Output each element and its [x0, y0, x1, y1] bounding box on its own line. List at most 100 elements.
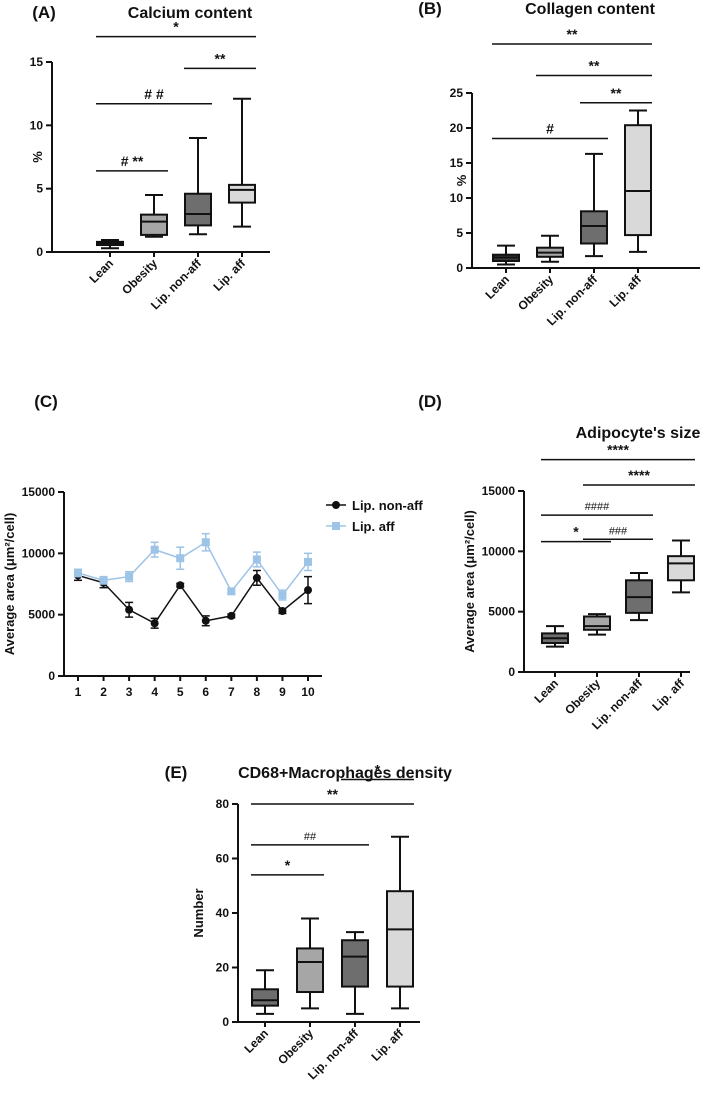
panel-label-E: (E) [165, 763, 188, 782]
data-point-C-lip-non-aff [201, 616, 210, 625]
significance-label-E-2: ## [304, 831, 317, 843]
x-tick-label-D-lip-aff: Lip. aff [649, 676, 687, 714]
y-tick-label-A: 15 [30, 55, 44, 69]
x-tick-label-E-obesity: Obesity [275, 1026, 316, 1067]
data-point-C-lip-aff [227, 587, 236, 596]
legend-marker-C-lip-non-aff [332, 501, 340, 509]
x-tick-label-B-obesity: Obesity [515, 272, 556, 313]
significance-label-D-2: #### [585, 501, 610, 513]
x-tick-label-C: 8 [254, 685, 261, 699]
x-tick-label-C: 10 [301, 685, 315, 699]
y-axis-label-A: % [30, 151, 45, 163]
data-point-C-lip-aff [176, 554, 185, 563]
y-axis-label-B: % [454, 174, 469, 186]
legend-label-C-lip-aff: Lip. aff [352, 519, 395, 534]
significance-label-E-1: ** [327, 786, 338, 802]
x-tick-label-D-lean: Lean [531, 676, 561, 706]
x-tick-label-C: 3 [126, 685, 133, 699]
data-point-C-lip-aff [150, 545, 159, 554]
significance-label-B-0: ** [567, 26, 578, 42]
box-E-lip-aff [386, 890, 414, 988]
box-A-lip-aff [228, 183, 256, 204]
x-tick-label-A-lean: Lean [86, 256, 116, 286]
y-tick-label-E: 40 [216, 906, 230, 920]
significance-label-A-2: # # [144, 86, 164, 102]
significance-label-A-1: ** [215, 50, 226, 66]
y-tick-label-C: 5000 [28, 608, 55, 622]
box-D-obesity [583, 615, 611, 631]
significance-label-D-3: ### [609, 525, 628, 537]
y-tick-label-A: 5 [36, 182, 43, 196]
data-point-C-lip-aff [99, 576, 108, 585]
box-E-lip-non-aff [341, 939, 369, 988]
x-tick-label-C: 1 [75, 685, 82, 699]
panel-label-A: (A) [32, 3, 56, 22]
y-tick-label-B: 10 [450, 191, 464, 205]
x-tick-label-E-lean: Lean [241, 1026, 271, 1056]
box-D-lip-aff [667, 555, 695, 582]
y-tick-label-E: 20 [216, 961, 230, 975]
box-B-lip-aff [624, 124, 652, 237]
y-tick-label-D: 5000 [488, 605, 515, 619]
x-tick-label-B-lean: Lean [482, 272, 512, 302]
data-point-C-lip-aff [201, 538, 210, 547]
x-tick-label-B-lip-aff: Lip. aff [606, 272, 644, 310]
significance-label-E-3: * [285, 857, 291, 873]
y-tick-label-D: 10000 [482, 544, 516, 558]
data-point-C-lip-aff [304, 557, 312, 566]
y-tick-label-B: 20 [450, 121, 464, 135]
chart-title-A: Calcium content [128, 5, 253, 22]
significance-label-D-0: **** [607, 442, 629, 458]
x-tick-label-A-lip-aff: Lip. aff [210, 256, 248, 294]
panel-label-C: (C) [34, 392, 58, 411]
significance-label-D-4: * [573, 524, 579, 540]
significance-label-B-3: # [546, 121, 554, 137]
chart-title-D: Adipocyte's size [576, 425, 701, 442]
data-point-C-lip-non-aff [252, 573, 261, 582]
chart-title-E: CD68+Macrophages density [238, 765, 452, 782]
data-point-C-lip-aff [74, 568, 82, 577]
y-tick-label-A: 10 [30, 118, 44, 132]
x-tick-label-C: 2 [100, 685, 107, 699]
x-tick-label-A-obesity: Obesity [119, 256, 160, 297]
y-tick-label-B: 5 [456, 226, 463, 240]
x-tick-label-C: 5 [177, 685, 184, 699]
series-line-C-lip-aff [77, 541, 309, 597]
data-point-C-lip-non-aff [125, 605, 134, 614]
box-A-lip-non-aff [184, 192, 212, 227]
significance-label-E-0: * [375, 761, 381, 777]
y-tick-label-D: 15000 [482, 484, 516, 498]
y-axis-label-C: Average area (μm²/cell) [2, 513, 17, 656]
box-E-obesity [296, 947, 324, 994]
panel-label-D: (D) [418, 392, 442, 411]
significance-label-A-0: * [173, 19, 179, 35]
data-point-C-lip-aff [278, 591, 287, 600]
x-tick-label-C: 9 [279, 685, 286, 699]
y-axis-label-E: Number [191, 888, 206, 937]
data-point-C-lip-non-aff [304, 586, 312, 595]
y-tick-label-C: 10000 [22, 546, 56, 560]
data-point-C-lip-non-aff [278, 606, 287, 615]
legend-label-C-lip-non-aff: Lip. non-aff [352, 498, 423, 513]
significance-label-D-1: **** [628, 467, 650, 483]
y-tick-label-C: 15000 [22, 485, 56, 499]
y-tick-label-C: 0 [48, 669, 55, 683]
significance-label-A-3: # ** [121, 153, 144, 169]
data-point-C-lip-non-aff [150, 619, 159, 628]
data-point-C-lip-non-aff [176, 581, 185, 590]
y-tick-label-B: 0 [456, 261, 463, 275]
y-tick-label-D: 0 [508, 665, 515, 679]
panel-label-B: (B) [418, 0, 442, 18]
significance-label-B-1: ** [589, 58, 600, 74]
box-A-obesity [140, 213, 168, 236]
box-B-lip-non-aff [580, 210, 608, 245]
data-point-C-lip-non-aff [227, 611, 236, 620]
y-tick-label-E: 60 [216, 852, 230, 866]
data-point-C-lip-aff [125, 572, 134, 581]
x-tick-label-D-obesity: Obesity [562, 676, 603, 717]
y-tick-label-A: 0 [36, 245, 43, 259]
legend-marker-C-lip-aff [332, 522, 340, 530]
significance-label-B-2: ** [611, 85, 622, 101]
y-tick-label-B: 25 [450, 86, 464, 100]
